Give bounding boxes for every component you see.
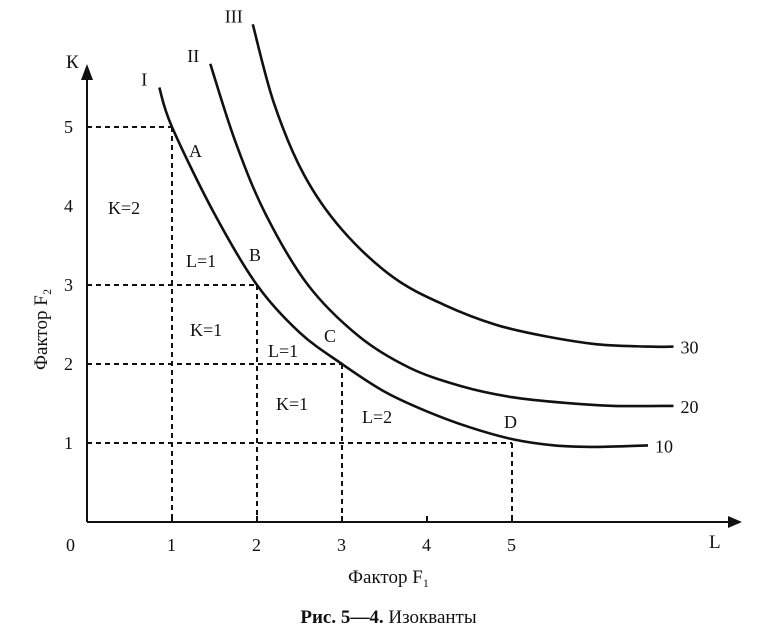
- x-axis-title: Фактор F₁: [348, 567, 429, 588]
- y-axis-arrow: [81, 64, 93, 80]
- curve-output-label: 10: [655, 436, 673, 456]
- x-tick-label: 5: [507, 535, 516, 555]
- annotation-k1-second: K=1: [276, 394, 308, 414]
- point-label: D: [504, 412, 517, 432]
- x-tick-label: 4: [422, 535, 431, 555]
- y-tick-label: 1: [64, 433, 73, 453]
- y-tick-label: 4: [64, 196, 73, 216]
- annotation-l1-second: L=1: [268, 341, 298, 361]
- annotation-l1-first: L=1: [186, 251, 216, 271]
- origin-label: 0: [66, 535, 75, 555]
- caption-text: Изокванты: [383, 607, 477, 628]
- isoquant-curve-10: [158, 87, 649, 449]
- isoquant-curve-20: [209, 63, 674, 408]
- point-labels: A B C D: [189, 141, 517, 432]
- isoquant-curves: I 10 II 20 III 30: [141, 6, 698, 456]
- annotation-l2: L=2: [362, 407, 392, 427]
- curve-roman-label: I: [141, 70, 147, 90]
- annotation-k1-first: K=1: [190, 320, 222, 340]
- curve-roman-label: III: [225, 6, 243, 26]
- point-label: B: [249, 245, 261, 265]
- annotation-k2: K=2: [108, 198, 140, 218]
- x-axis-arrow: [728, 516, 742, 528]
- x-axis-letter: L: [709, 532, 721, 553]
- caption-number: Рис. 5—4.: [300, 607, 384, 628]
- tick-labels: 1 2 3 4 5 1 2 3 4 5: [64, 117, 516, 555]
- y-axis-letter: К: [66, 52, 79, 73]
- isoquant-chart: К L 0 Фактор F₁ Фактор F₂ 1 2 3 4 5 1 2 3 4 5 I 10…: [31, 6, 742, 588]
- x-tick-label: 2: [252, 535, 261, 555]
- curve-roman-label: II: [187, 46, 199, 66]
- isoquant-curve-30: [251, 23, 674, 349]
- x-tick-label: 1: [167, 535, 176, 555]
- curve-output-label: 30: [681, 338, 699, 358]
- y-axis-title: Фактор F₂: [31, 289, 52, 370]
- point-label: A: [189, 141, 202, 161]
- y-tick-label: 3: [64, 275, 73, 295]
- guide-lines: [87, 126, 513, 522]
- y-tick-label: 5: [64, 117, 73, 137]
- y-tick-label: 2: [64, 354, 73, 374]
- figure-caption: Рис. 5—4. Изокванты: [0, 607, 777, 629]
- x-tick-label: 3: [337, 535, 346, 555]
- point-label: C: [324, 326, 336, 346]
- curve-output-label: 20: [681, 397, 699, 417]
